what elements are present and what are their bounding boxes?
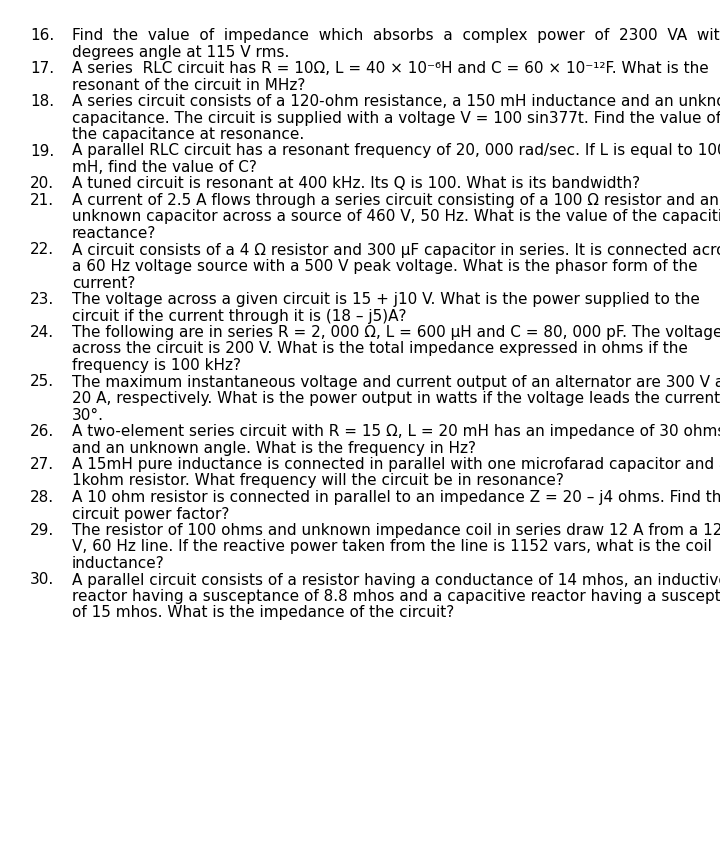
Text: A circuit consists of a 4 Ω resistor and 300 μF capacitor in series. It is conne: A circuit consists of a 4 Ω resistor and…: [72, 242, 720, 258]
Text: 22.: 22.: [30, 242, 54, 258]
Text: 24.: 24.: [30, 325, 54, 340]
Text: 27.: 27.: [30, 457, 54, 472]
Text: 1kohm resistor. What frequency will the circuit be in resonance?: 1kohm resistor. What frequency will the …: [72, 473, 564, 488]
Text: 17.: 17.: [30, 61, 54, 76]
Text: A series circuit consists of a 120-ohm resistance, a 150 mH inductance and an un: A series circuit consists of a 120-ohm r…: [72, 94, 720, 109]
Text: The resistor of 100 ohms and unknown impedance coil in series draw 12 A from a 1: The resistor of 100 ohms and unknown imp…: [72, 523, 720, 538]
Text: A series  RLC circuit has R = 10Ω, L = 40 × 10⁻⁶H and C = 60 × 10⁻¹²F. What is t: A series RLC circuit has R = 10Ω, L = 40…: [72, 61, 708, 76]
Text: frequency is 100 kHz?: frequency is 100 kHz?: [72, 358, 241, 373]
Text: Find  the  value  of  impedance  which  absorbs  a  complex  power  of  2300  VA: Find the value of impedance which absorb…: [72, 28, 720, 43]
Text: the capacitance at resonance.: the capacitance at resonance.: [72, 127, 305, 142]
Text: 18.: 18.: [30, 94, 54, 109]
Text: of 15 mhos. What is the impedance of the circuit?: of 15 mhos. What is the impedance of the…: [72, 605, 454, 621]
Text: 20 A, respectively. What is the power output in watts if the voltage leads the c: 20 A, respectively. What is the power ou…: [72, 391, 720, 406]
Text: A parallel circuit consists of a resistor having a conductance of 14 mhos, an in: A parallel circuit consists of a resisto…: [72, 573, 720, 588]
Text: 16.: 16.: [30, 28, 54, 43]
Text: 30°.: 30°.: [72, 408, 104, 423]
Text: reactance?: reactance?: [72, 226, 156, 241]
Text: a 60 Hz voltage source with a 500 V peak voltage. What is the phasor form of the: a 60 Hz voltage source with a 500 V peak…: [72, 259, 698, 274]
Text: 19.: 19.: [30, 143, 54, 158]
Text: circuit if the current through it is (18 – j5)A?: circuit if the current through it is (18…: [72, 308, 407, 323]
Text: mH, find the value of C?: mH, find the value of C?: [72, 160, 257, 175]
Text: A tuned circuit is resonant at 400 kHz. Its Q is 100. What is its bandwidth?: A tuned circuit is resonant at 400 kHz. …: [72, 177, 640, 191]
Text: A 15mH pure inductance is connected in parallel with one microfarad capacitor an: A 15mH pure inductance is connected in p…: [72, 457, 720, 472]
Text: degrees angle at 115 V rms.: degrees angle at 115 V rms.: [72, 45, 289, 60]
Text: 23.: 23.: [30, 292, 54, 307]
Text: current?: current?: [72, 275, 135, 290]
Text: across the circuit is 200 V. What is the total impedance expressed in ohms if th: across the circuit is 200 V. What is the…: [72, 342, 688, 356]
Text: resonant of the circuit in MHz?: resonant of the circuit in MHz?: [72, 77, 305, 93]
Text: The voltage across a given circuit is 15 + j10 V. What is the power supplied to : The voltage across a given circuit is 15…: [72, 292, 700, 307]
Text: 25.: 25.: [30, 375, 54, 390]
Text: reactor having a susceptance of 8.8 mhos and a capacitive reactor having a susce: reactor having a susceptance of 8.8 mhos…: [72, 589, 720, 604]
Text: A two-element series circuit with R = 15 Ω, L = 20 mH has an impedance of 30 ohm: A two-element series circuit with R = 15…: [72, 424, 720, 439]
Text: 29.: 29.: [30, 523, 54, 538]
Text: and an unknown angle. What is the frequency in Hz?: and an unknown angle. What is the freque…: [72, 440, 476, 456]
Text: A current of 2.5 A flows through a series circuit consisting of a 100 Ω resistor: A current of 2.5 A flows through a serie…: [72, 193, 719, 208]
Text: A 10 ohm resistor is connected in parallel to an impedance Z = 20 – j4 ohms. Fin: A 10 ohm resistor is connected in parall…: [72, 490, 720, 505]
Text: 20.: 20.: [30, 177, 54, 191]
Text: inductance?: inductance?: [72, 556, 165, 571]
Text: circuit power factor?: circuit power factor?: [72, 507, 230, 521]
Text: The maximum instantaneous voltage and current output of an alternator are 300 V : The maximum instantaneous voltage and cu…: [72, 375, 720, 390]
Text: V, 60 Hz line. If the reactive power taken from the line is 1152 vars, what is t: V, 60 Hz line. If the reactive power tak…: [72, 540, 712, 555]
Text: 28.: 28.: [30, 490, 54, 505]
Text: 21.: 21.: [30, 193, 54, 208]
Text: 30.: 30.: [30, 573, 54, 588]
Text: A parallel RLC circuit has a resonant frequency of 20, 000 rad/sec. If L is equa: A parallel RLC circuit has a resonant fr…: [72, 143, 720, 158]
Text: The following are in series R = 2, 000 Ω, L = 600 μH and C = 80, 000 pF. The vol: The following are in series R = 2, 000 Ω…: [72, 325, 720, 340]
Text: 26.: 26.: [30, 424, 54, 439]
Text: unknown capacitor across a source of 460 V, 50 Hz. What is the value of the capa: unknown capacitor across a source of 460…: [72, 210, 720, 225]
Text: capacitance. The circuit is supplied with a voltage V = 100 sin377t. Find the va: capacitance. The circuit is supplied wit…: [72, 110, 720, 125]
